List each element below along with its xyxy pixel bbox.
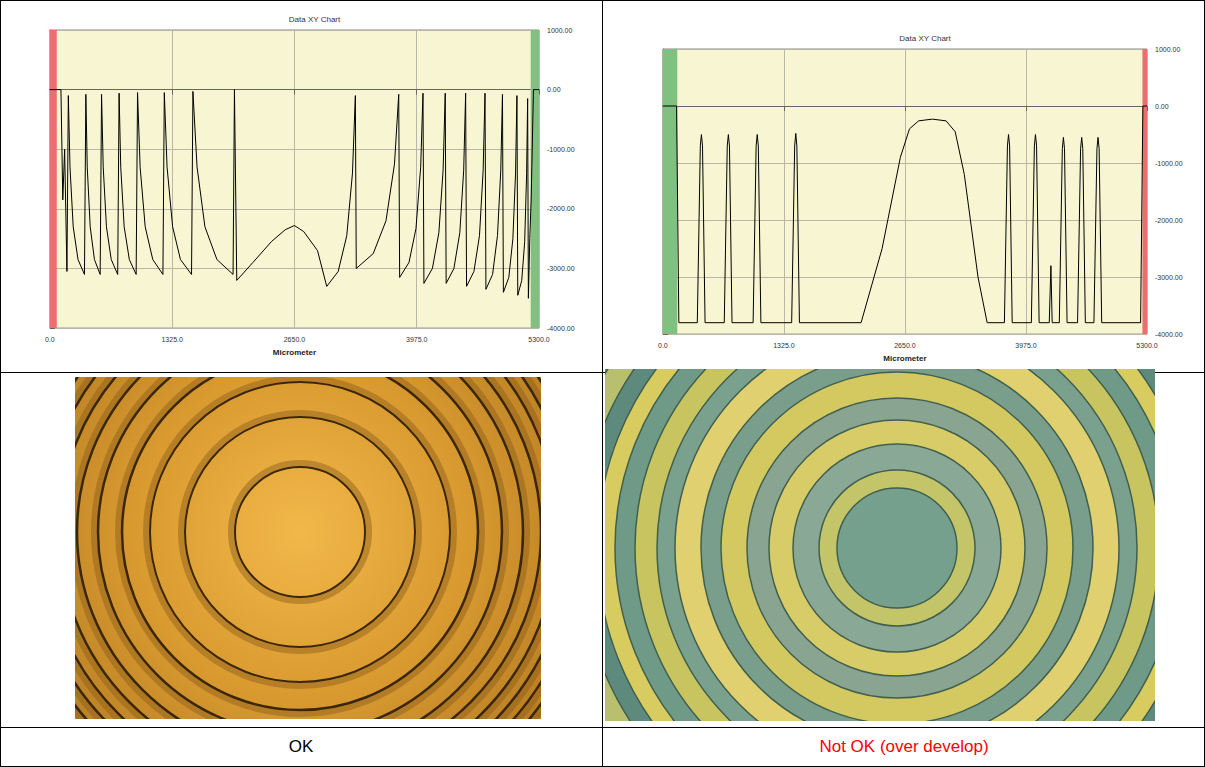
svg-text:1325.0: 1325.0 (773, 342, 795, 349)
svg-text:0.00: 0.00 (1155, 103, 1169, 110)
svg-text:-2000.00: -2000.00 (1155, 217, 1183, 224)
svg-text:3975.0: 3975.0 (406, 336, 428, 343)
svg-text:Micrometer: Micrometer (883, 354, 926, 363)
svg-text:-4000.00: -4000.00 (547, 325, 575, 332)
svg-text:3975.0: 3975.0 (1015, 342, 1037, 349)
svg-text:0.0: 0.0 (658, 342, 668, 349)
svg-text:1325.0: 1325.0 (161, 336, 183, 343)
svg-text:-1000.00: -1000.00 (1155, 160, 1183, 167)
svg-text:Data XY Chart: Data XY Chart (289, 15, 341, 24)
svg-text:2650.0: 2650.0 (284, 336, 306, 343)
svg-text:2650.0: 2650.0 (894, 342, 916, 349)
svg-text:Micrometer: Micrometer (273, 348, 316, 357)
svg-text:5300.0: 5300.0 (528, 336, 550, 343)
svg-text:-3000.00: -3000.00 (547, 265, 575, 272)
svg-text:-2000.00: -2000.00 (547, 205, 575, 212)
svg-text:1000.00: 1000.00 (1155, 46, 1180, 53)
svg-text:0.00: 0.00 (547, 86, 561, 93)
html-text:Not OK (over develop): Not OK (over develop) (819, 737, 989, 756)
svg-text:Data XY Chart: Data XY Chart (899, 34, 951, 43)
svg-text:5300.0: 5300.0 (1136, 342, 1158, 349)
svg-text:-4000.00: -4000.00 (1155, 331, 1183, 338)
html-text:OK: OK (288, 737, 314, 756)
svg-text:-3000.00: -3000.00 (1155, 274, 1183, 281)
svg-text:1000.00: 1000.00 (547, 27, 572, 34)
svg-text:0.0: 0.0 (45, 336, 55, 343)
svg-text:-1000.00: -1000.00 (547, 146, 575, 153)
